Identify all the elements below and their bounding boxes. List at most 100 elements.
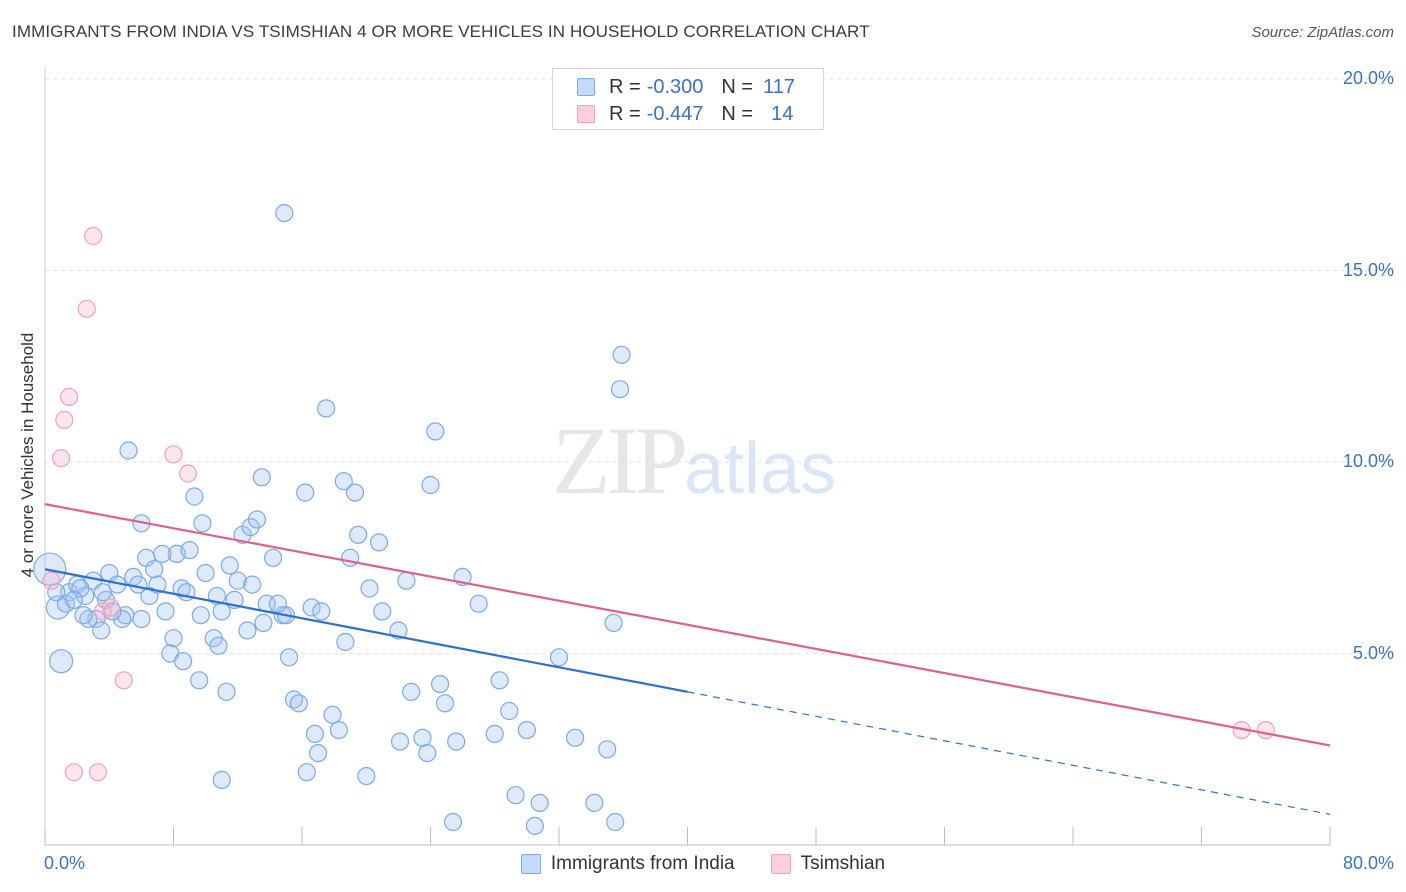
india-point-39 bbox=[252, 468, 271, 487]
india-point-58 bbox=[370, 533, 389, 552]
india-point-1 bbox=[48, 649, 74, 674]
india-point-43 bbox=[280, 648, 299, 667]
correlation-legend: R = -0.300 N = 117 R = -0.447 N = 14 bbox=[552, 68, 824, 130]
india-point-89 bbox=[275, 204, 294, 223]
india-point-74 bbox=[490, 671, 509, 690]
india-point-87 bbox=[530, 793, 549, 813]
india-point-59 bbox=[373, 602, 392, 621]
india-point-61 bbox=[390, 732, 410, 751]
india-point-116 bbox=[47, 583, 66, 602]
axes bbox=[44, 66, 1331, 846]
watermark-atlas: atlas bbox=[684, 429, 837, 509]
tsimshian-trend-line bbox=[44, 503, 1331, 747]
india-point-85 bbox=[612, 345, 631, 364]
legend-row-india: R = -0.300 N = 117 bbox=[577, 75, 795, 99]
india-point-49 bbox=[312, 602, 331, 621]
india-n-label: N = bbox=[721, 75, 754, 98]
india-point-96 bbox=[190, 671, 209, 690]
india-point-115 bbox=[74, 606, 93, 625]
tsimshian-legend-label: Tsimshian bbox=[800, 853, 886, 874]
tsimshian-point-3 bbox=[59, 387, 79, 406]
india-point-63 bbox=[402, 682, 421, 701]
india-point-84 bbox=[604, 613, 623, 633]
india-point-86 bbox=[610, 380, 630, 399]
tsimshian-n-label: N = bbox=[721, 102, 754, 125]
india-point-80 bbox=[565, 728, 585, 747]
india-point-108 bbox=[145, 560, 164, 579]
india-point-51 bbox=[323, 705, 342, 724]
watermark-zip: ZIP bbox=[552, 407, 688, 514]
trend-lines bbox=[44, 503, 1331, 815]
india-point-112 bbox=[238, 621, 257, 640]
india-point-28 bbox=[193, 514, 212, 533]
india-point-68 bbox=[431, 674, 450, 694]
india-point-70 bbox=[443, 812, 463, 832]
india-trend-extension bbox=[687, 691, 1331, 815]
india-point-81 bbox=[585, 793, 604, 813]
india-point-71 bbox=[447, 732, 466, 751]
tsimshian-point-1 bbox=[51, 449, 71, 468]
y-axis-label: 4 or more Vehicles in Household bbox=[18, 332, 37, 578]
india-point-48 bbox=[305, 724, 324, 744]
tsimshian-point-7 bbox=[88, 763, 108, 782]
legend-item-india[interactable]: Immigrants from India bbox=[520, 853, 735, 875]
india-point-105 bbox=[93, 583, 112, 602]
india-point-19 bbox=[119, 441, 138, 460]
y-tick-label-2: 15.0% bbox=[1342, 259, 1394, 280]
india-point-41 bbox=[264, 548, 283, 567]
india-point-72 bbox=[469, 594, 488, 613]
tsimshian-point-2 bbox=[55, 410, 74, 429]
legend-row-tsimshian: R = -0.447 N = 14 bbox=[577, 102, 793, 126]
india-point-38 bbox=[247, 510, 267, 529]
tsimshian-point-4 bbox=[64, 763, 84, 782]
india-point-26 bbox=[180, 540, 199, 560]
watermark: ZIPatlas bbox=[552, 405, 836, 516]
series-tsimshian-points bbox=[42, 226, 1275, 782]
india-point-107 bbox=[129, 575, 148, 594]
india-point-78 bbox=[525, 816, 545, 836]
india-point-65 bbox=[418, 743, 437, 763]
tsimshian-point-6 bbox=[84, 226, 103, 246]
series-legend: Immigrants from India Tsimshian bbox=[0, 852, 1406, 876]
tsimshian-point-12 bbox=[178, 464, 198, 483]
india-point-94 bbox=[243, 575, 262, 594]
y-tick-label-1: 10.0% bbox=[1342, 451, 1394, 471]
india-point-64 bbox=[413, 728, 432, 747]
tsimshian-n-value: 14 bbox=[771, 102, 794, 125]
india-point-88 bbox=[309, 743, 328, 763]
india-point-45 bbox=[289, 694, 308, 713]
india-point-77 bbox=[517, 720, 537, 740]
india-point-53 bbox=[334, 472, 353, 491]
legend-item-tsimshian[interactable]: Tsimshian bbox=[770, 853, 886, 875]
tsimshian-point-11 bbox=[164, 445, 183, 464]
india-n-value: 117 bbox=[763, 75, 795, 98]
india-point-62 bbox=[397, 571, 416, 590]
india-point-22 bbox=[156, 602, 175, 621]
india-point-100 bbox=[297, 763, 316, 782]
india-point-66 bbox=[421, 475, 440, 495]
india-point-47 bbox=[302, 598, 321, 617]
india-point-56 bbox=[349, 525, 368, 544]
series-india-points bbox=[33, 204, 631, 836]
india-point-35 bbox=[228, 571, 247, 590]
india-point-57 bbox=[360, 579, 379, 598]
india-point-31 bbox=[209, 636, 228, 655]
india-point-54 bbox=[341, 548, 360, 567]
tsimshian-point-10 bbox=[114, 671, 133, 690]
india-point-102 bbox=[357, 766, 376, 786]
tsimshian-point-14 bbox=[1256, 720, 1275, 740]
tsimshian-legend-swatch bbox=[770, 854, 791, 874]
tsimshian-point-9 bbox=[101, 598, 121, 617]
tsimshian-r-value: -0.447 bbox=[646, 102, 704, 125]
india-point-37 bbox=[241, 517, 260, 537]
india-point-91 bbox=[153, 544, 172, 564]
india-point-101 bbox=[336, 632, 355, 652]
chart-title: IMMIGRANTS FROM INDIA VS TSIMSHIAN 4 OR … bbox=[12, 22, 870, 41]
tsimshian-point-5 bbox=[77, 299, 96, 318]
india-swatch bbox=[577, 78, 595, 96]
tsimshian-point-0 bbox=[42, 571, 61, 590]
x-tick-label-max: 80.0% bbox=[1342, 853, 1394, 873]
india-legend-swatch bbox=[520, 854, 541, 874]
grid-lines bbox=[45, 78, 1395, 654]
